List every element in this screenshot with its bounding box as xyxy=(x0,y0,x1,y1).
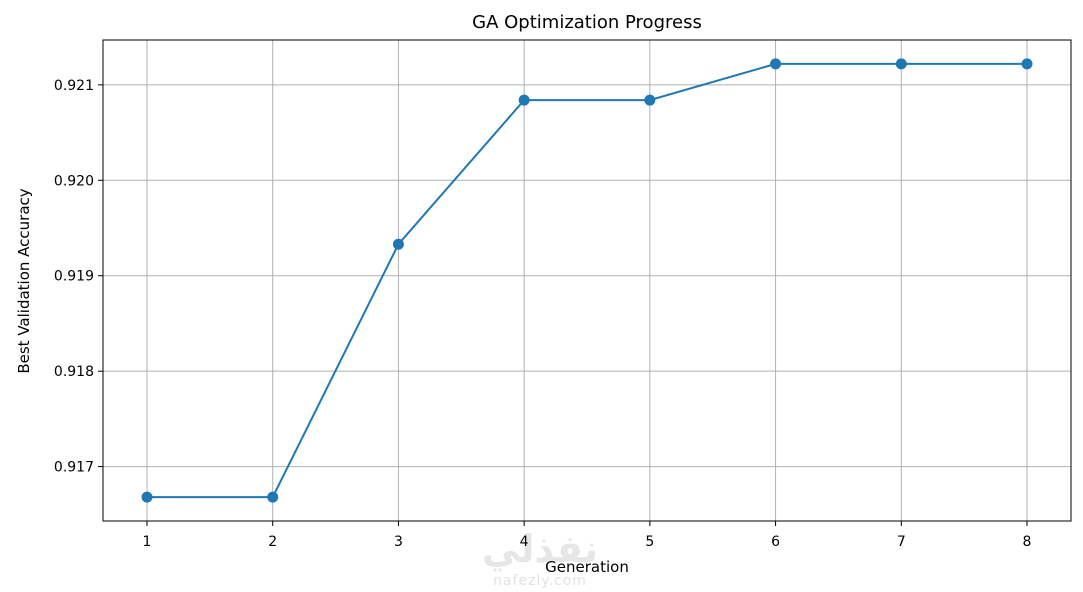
y-tick-label: 0.920 xyxy=(54,173,94,189)
data-point xyxy=(518,94,530,106)
x-tick-label: 4 xyxy=(520,534,529,550)
watermark-latin-text: nafezly.com xyxy=(493,573,587,589)
x-tick-label: 1 xyxy=(143,534,152,550)
data-point xyxy=(141,491,153,503)
watermark: نفذلي nafezly.com xyxy=(482,527,598,589)
y-axis-label: Best Validation Accuracy xyxy=(15,188,33,373)
data-point xyxy=(267,491,279,503)
data-point xyxy=(895,58,907,70)
data-point xyxy=(392,238,404,250)
x-tick-label: 7 xyxy=(897,534,906,550)
watermark-arabic-text: نفذلي xyxy=(482,527,598,571)
series-line xyxy=(147,62,1027,499)
x-tick-label: 3 xyxy=(394,534,403,550)
axis-ticks: 1 2 3 4 5 6 7 8 0.917 0.918 0.919 0.920 0.921 xyxy=(54,78,1032,550)
x-axis-label: Generation xyxy=(545,558,629,576)
y-tick-label: 0.921 xyxy=(54,78,94,94)
y-tick-label: 0.917 xyxy=(54,460,94,476)
series-layer xyxy=(141,58,1033,503)
data-point xyxy=(1021,58,1033,70)
data-point xyxy=(770,58,782,70)
grid xyxy=(103,40,1071,521)
plot-frame xyxy=(102,39,1072,522)
x-tick-label: 2 xyxy=(268,534,277,550)
x-tick-label: 8 xyxy=(1023,534,1032,550)
data-point xyxy=(644,94,656,106)
y-tick-label: 0.919 xyxy=(54,269,94,285)
x-tick-label: 5 xyxy=(645,534,654,550)
chart-title: GA Optimization Progress xyxy=(472,12,702,33)
x-tick-label: 6 xyxy=(771,534,780,550)
y-tick-label: 0.918 xyxy=(54,364,94,380)
